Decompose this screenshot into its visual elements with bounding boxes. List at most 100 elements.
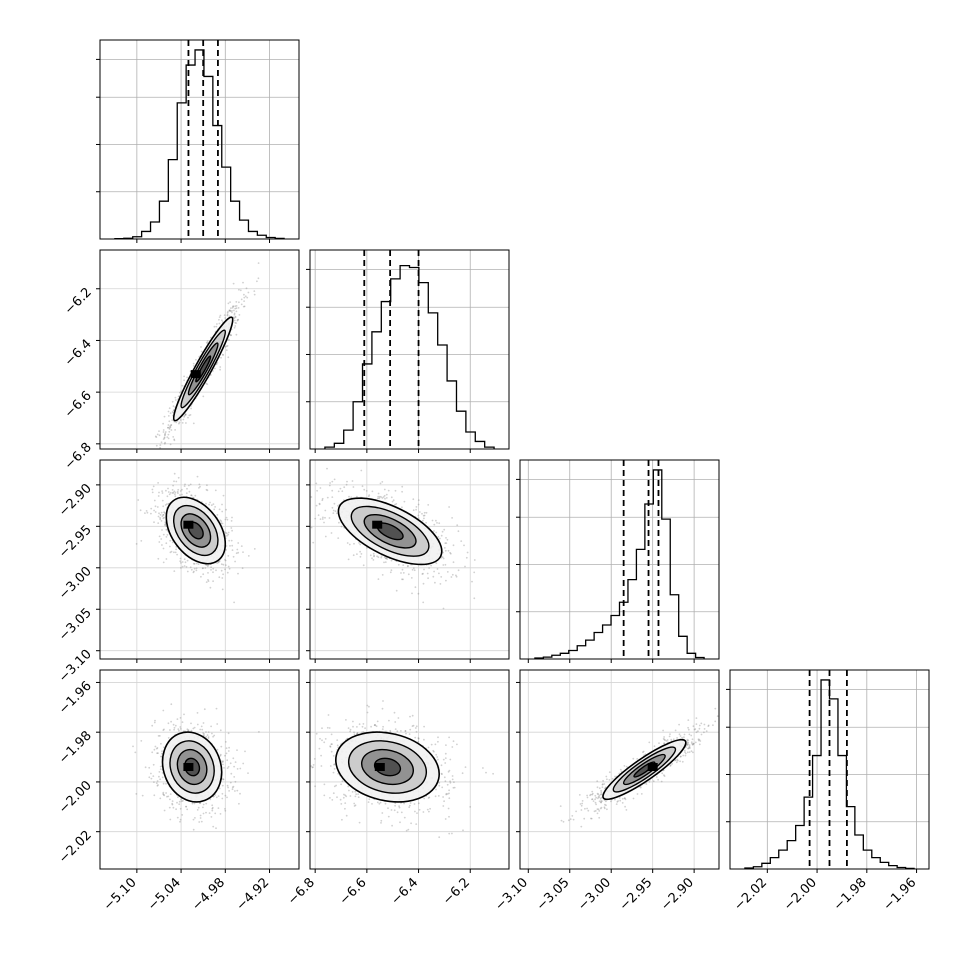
sample-point bbox=[334, 510, 337, 513]
sample-point bbox=[159, 518, 162, 521]
sample-point bbox=[158, 771, 161, 773]
sample-point bbox=[169, 443, 172, 446]
sample-point bbox=[172, 723, 175, 726]
sample-point bbox=[158, 775, 160, 778]
y-tick-label: −2.95 bbox=[56, 523, 95, 562]
sample-point bbox=[440, 534, 443, 537]
sample-point bbox=[315, 504, 318, 507]
sample-point bbox=[448, 769, 451, 772]
sample-point bbox=[233, 312, 236, 315]
sample-point bbox=[211, 806, 214, 809]
sample-point bbox=[232, 305, 235, 308]
sample-point bbox=[153, 721, 156, 724]
sample-point bbox=[451, 517, 453, 519]
sample-point bbox=[150, 507, 153, 510]
sample-point bbox=[212, 825, 215, 828]
sample-point bbox=[422, 514, 425, 517]
sample-point bbox=[230, 539, 233, 542]
sample-point bbox=[447, 807, 450, 810]
sample-point bbox=[181, 565, 184, 568]
sample-point bbox=[216, 323, 218, 325]
sample-point bbox=[366, 711, 369, 714]
sample-point bbox=[374, 724, 376, 726]
sample-point bbox=[162, 793, 165, 796]
sample-point bbox=[163, 809, 166, 812]
sample-point bbox=[378, 495, 381, 498]
sample-point bbox=[231, 788, 234, 791]
sample-point bbox=[423, 568, 425, 571]
sample-point bbox=[417, 802, 420, 805]
sample-point bbox=[445, 537, 447, 539]
sample-point bbox=[417, 737, 420, 739]
sample-point bbox=[614, 775, 616, 778]
sample-point bbox=[227, 533, 230, 536]
sample-point bbox=[319, 737, 321, 740]
sample-point bbox=[225, 516, 228, 519]
sample-point bbox=[381, 481, 384, 483]
sample-point bbox=[141, 794, 144, 797]
sample-point bbox=[176, 553, 179, 556]
sample-point bbox=[427, 577, 429, 580]
sample-point bbox=[446, 783, 449, 786]
sample-point bbox=[219, 754, 222, 757]
sample-point bbox=[663, 742, 665, 745]
sample-point bbox=[176, 816, 179, 819]
sample-point bbox=[219, 366, 222, 368]
sample-point bbox=[662, 729, 664, 732]
sample-point bbox=[449, 758, 452, 761]
sample-point bbox=[697, 738, 700, 741]
sample-point bbox=[197, 563, 200, 565]
sample-point bbox=[418, 808, 421, 811]
sample-point bbox=[150, 512, 152, 515]
sample-point bbox=[349, 728, 352, 731]
sample-point bbox=[423, 511, 426, 514]
histogram-frame-3 bbox=[729, 669, 930, 870]
sample-point bbox=[244, 295, 247, 298]
sample-point bbox=[368, 494, 371, 496]
sample-point bbox=[377, 495, 380, 498]
sample-point bbox=[385, 557, 387, 560]
sample-point bbox=[169, 793, 172, 795]
sample-point bbox=[328, 484, 331, 487]
sample-point bbox=[329, 765, 332, 767]
sample-point bbox=[172, 436, 175, 438]
sample-point bbox=[562, 820, 565, 823]
sample-point bbox=[330, 743, 333, 746]
sample-point bbox=[333, 768, 336, 770]
sample-point bbox=[414, 586, 417, 589]
sample-point bbox=[314, 785, 316, 788]
sample-point bbox=[207, 579, 209, 581]
sample-point bbox=[177, 492, 179, 494]
sample-point bbox=[161, 490, 164, 492]
sample-point bbox=[163, 746, 165, 749]
sample-point bbox=[237, 307, 240, 309]
sample-point bbox=[256, 280, 258, 283]
sample-point bbox=[429, 807, 431, 810]
sample-point bbox=[385, 497, 388, 499]
sample-point bbox=[213, 734, 216, 737]
sample-point bbox=[159, 516, 162, 519]
sample-point bbox=[353, 542, 355, 545]
sample-point bbox=[224, 808, 226, 810]
sample-point bbox=[357, 793, 359, 795]
sample-point bbox=[226, 534, 228, 537]
sample-point bbox=[379, 801, 382, 804]
sample-point bbox=[166, 495, 169, 498]
sample-point bbox=[199, 728, 202, 731]
sample-point bbox=[183, 558, 186, 561]
sample-point bbox=[192, 562, 195, 565]
sample-point bbox=[246, 296, 249, 299]
sample-point bbox=[181, 721, 184, 723]
sample-point bbox=[167, 424, 170, 426]
sample-point bbox=[674, 759, 676, 762]
sample-point bbox=[203, 708, 206, 711]
sample-point bbox=[221, 588, 224, 591]
sample-point bbox=[352, 725, 354, 728]
sample-point bbox=[403, 816, 406, 819]
sample-point bbox=[153, 781, 155, 783]
sample-point bbox=[164, 431, 167, 433]
sample-point bbox=[356, 732, 359, 735]
sample-point bbox=[168, 427, 171, 429]
histogram-step-line bbox=[744, 679, 915, 870]
